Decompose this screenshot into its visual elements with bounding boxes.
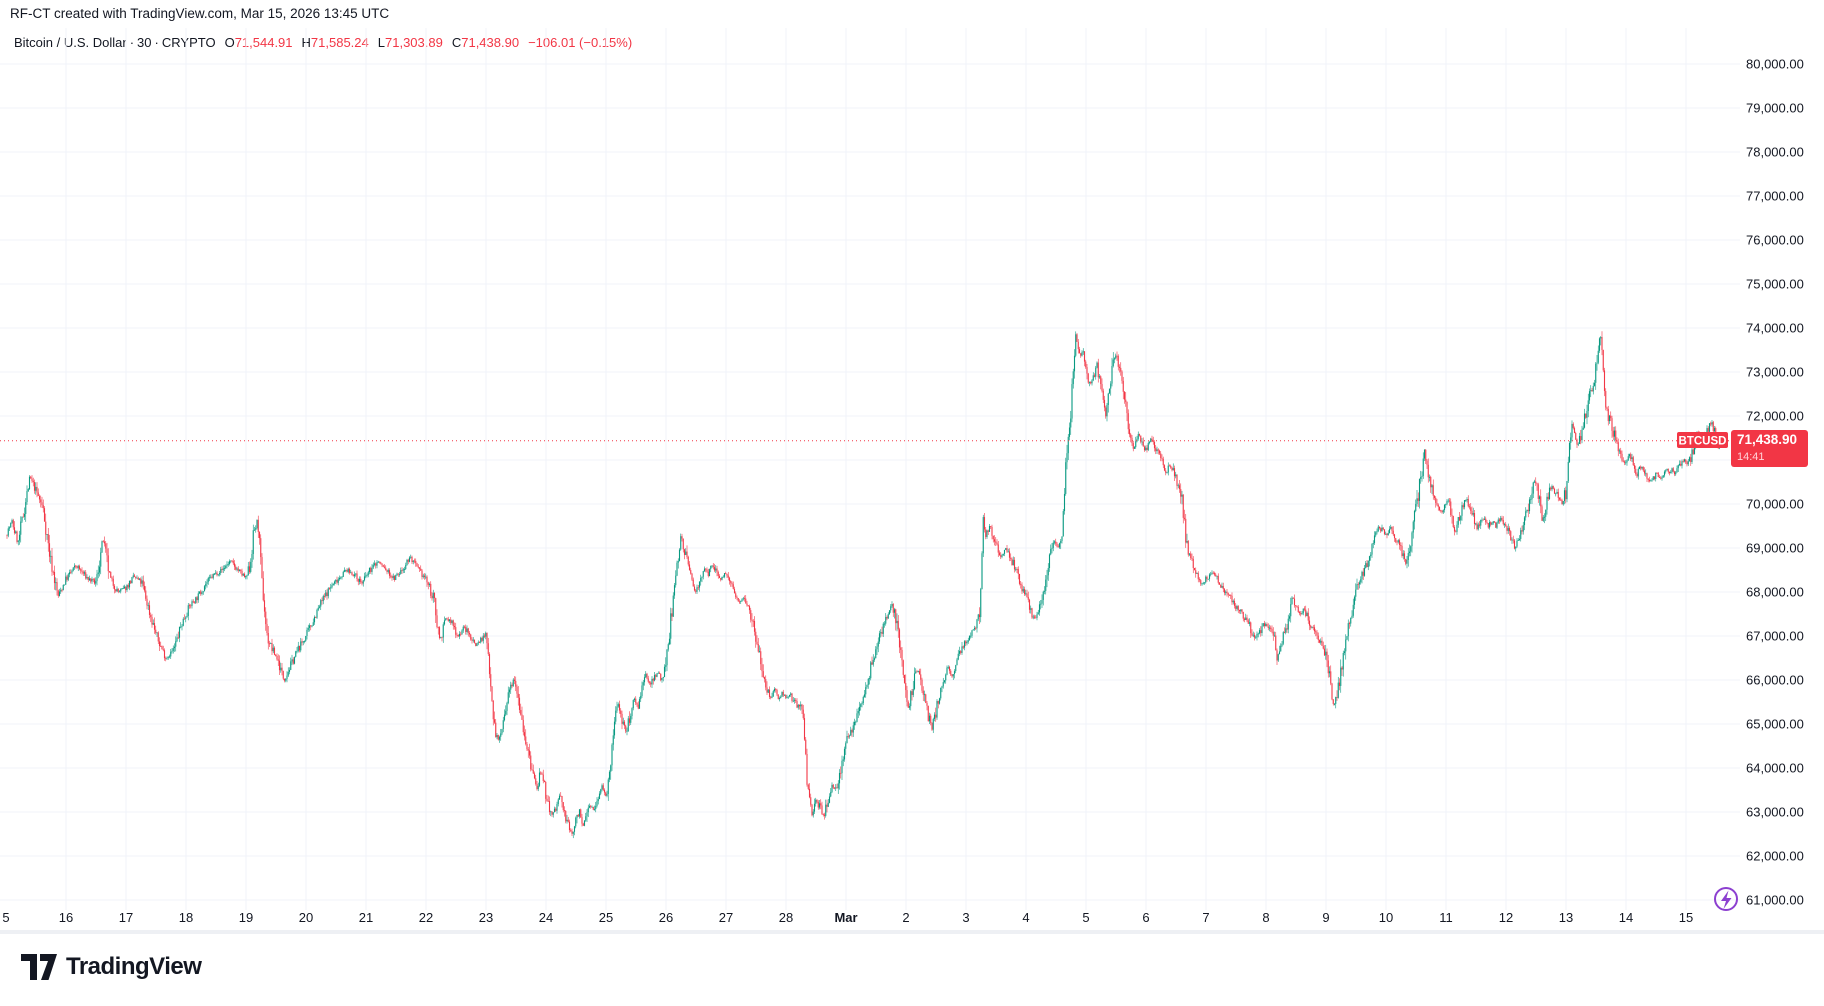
price-axis-label: 74,000.00 [1746, 321, 1804, 336]
time-axis-label: 5 [1082, 910, 1089, 925]
time-axis-label: 21 [359, 910, 373, 925]
time-axis-label: 5 [2, 910, 9, 925]
time-axis-label: 4 [1022, 910, 1029, 925]
tradingview-logo[interactable]: TradingView [20, 952, 202, 982]
time-axis-label: 15 [1679, 910, 1693, 925]
time-axis-label: 19 [239, 910, 253, 925]
time-axis-label: 13 [1559, 910, 1573, 925]
time-axis-label: 28 [779, 910, 793, 925]
time-axis-label: 12 [1499, 910, 1513, 925]
time-axis-label: 20 [299, 910, 313, 925]
time-axis[interactable]: 5 16 17 18 19 20 21 22 23 24 25 26 27 28 Mar 2 3 4 5 6 7 8 9 10… [2, 910, 1693, 925]
time-axis-label: 26 [659, 910, 673, 925]
grid-lines [0, 28, 1740, 910]
price-badge-symbol: BTCUSD [1679, 436, 1727, 448]
time-axis-label: 18 [179, 910, 193, 925]
price-axis-label: 76,000.00 [1746, 233, 1804, 248]
price-axis-label: 79,000.00 [1746, 101, 1804, 116]
open-value: 71,544.91 [235, 35, 293, 50]
price-axis-label: 66,000.00 [1746, 673, 1804, 688]
time-axis-label: 3 [962, 910, 969, 925]
legend-separator-1: · [127, 35, 137, 50]
time-axis-label: 16 [59, 910, 73, 925]
time-axis-label: 11 [1439, 910, 1453, 925]
price-axis-label: 75,000.00 [1746, 277, 1804, 292]
candles-layer [6, 331, 1721, 839]
time-axis-label: 23 [479, 910, 493, 925]
chart-plot-area[interactable] [0, 28, 1740, 910]
price-axis-label: 65,000.00 [1746, 717, 1804, 732]
flash-snapshot-icon[interactable] [1714, 887, 1738, 911]
close-group: C71,438.90 [452, 35, 519, 50]
low-group: L71,303.89 [378, 35, 443, 50]
price-axis-label: 67,000.00 [1746, 629, 1804, 644]
tradingview-logo-text: TradingView [66, 953, 202, 980]
price-axis-label: 77,000.00 [1746, 189, 1804, 204]
chart-legend: Bitcoin / U.S. Dollar·30·CRYPTOO71,544.9… [14, 35, 632, 50]
price-axis-label: 73,000.00 [1746, 365, 1804, 380]
time-axis-label: 10 [1379, 910, 1393, 925]
time-axis-label: Mar [834, 910, 857, 925]
price-axis-label: 70,000.00 [1746, 497, 1804, 512]
time-axis-label: 8 [1262, 910, 1269, 925]
price-axis-label: 68,000.00 [1746, 585, 1804, 600]
high-value: 71,585.24 [311, 35, 369, 50]
price-axis-label: 63,000.00 [1746, 805, 1804, 820]
time-axis-label: 9 [1322, 910, 1329, 925]
symbol-title: Bitcoin / U.S. Dollar [14, 35, 127, 50]
price-axis-label: 61,000.00 [1746, 893, 1804, 908]
close-value: 71,438.90 [461, 35, 519, 50]
price-badge: BTCUSD 71,438.90 14:41 [1677, 430, 1808, 467]
price-axis-label: 78,000.00 [1746, 145, 1804, 160]
price-badge-countdown: 14:41 [1737, 451, 1765, 463]
exchange-label: CRYPTO [162, 35, 216, 50]
chart-bottom-separator [0, 930, 1824, 934]
attribution-text: RF-CT created with TradingView.com, Mar … [10, 6, 390, 21]
time-axis-label: 2 [902, 910, 909, 925]
price-axis-label: 72,000.00 [1746, 409, 1804, 424]
time-axis-label: 17 [119, 910, 133, 925]
price-badge-price: 71,438.90 [1737, 432, 1797, 447]
time-axis-label: 14 [1619, 910, 1633, 925]
time-axis-label: 6 [1142, 910, 1149, 925]
price-axis[interactable]: 80,000.00 79,000.00 78,000.00 77,000.00 76,0… [1746, 57, 1804, 908]
time-axis-label: 27 [719, 910, 733, 925]
price-axis-label: 62,000.00 [1746, 849, 1804, 864]
low-value: 71,303.89 [385, 35, 443, 50]
price-axis-label: 69,000.00 [1746, 541, 1804, 556]
time-axis-label: 24 [539, 910, 553, 925]
time-axis-label: 7 [1202, 910, 1209, 925]
tradingview-logo-mark [21, 954, 57, 980]
open-group: O71,544.91 [225, 35, 293, 50]
legend-separator-2: · [152, 35, 162, 50]
price-axis-label: 64,000.00 [1746, 761, 1804, 776]
time-axis-label: 22 [419, 910, 433, 925]
time-axis-label: 25 [599, 910, 613, 925]
interval-label: 30 [137, 35, 151, 50]
price-axis-label: 80,000.00 [1746, 57, 1804, 72]
